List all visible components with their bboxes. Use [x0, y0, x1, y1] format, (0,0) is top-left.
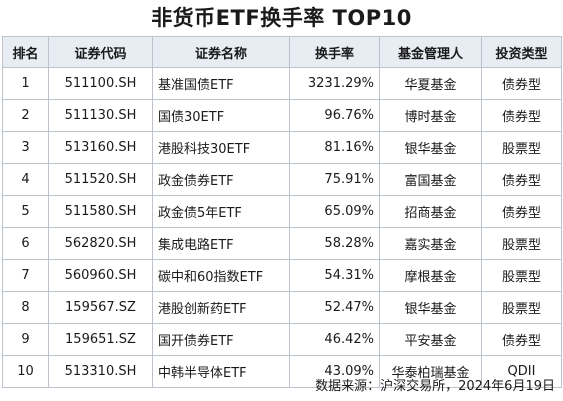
etf-turnover-table: 排名 证券代码 证券名称 换手率 基金管理人 投资类型 1 511100.SH … — [2, 36, 562, 388]
table-row: 5 511580.SH 政金债5年ETF 65.09% 招商基金 债券型 — [2, 195, 562, 228]
cell-manager: 嘉实基金 — [379, 227, 482, 260]
cell-code: 562820.SH — [48, 227, 153, 260]
table-row: 1 511100.SH 基准国债ETF 3231.29% 华夏基金 债券型 — [2, 67, 562, 100]
cell-turnover: 58.28% — [289, 227, 380, 260]
header-name: 证券名称 — [152, 36, 290, 68]
cell-rank: 3 — [2, 131, 49, 164]
cell-type: 股票型 — [481, 291, 562, 324]
cell-manager: 富国基金 — [379, 163, 482, 196]
cell-type: 股票型 — [481, 131, 562, 164]
table-row: 3 513160.SH 港股科技30ETF 81.16% 银华基金 股票型 — [2, 131, 562, 164]
cell-type: QDII — [481, 355, 562, 388]
cell-type: 债券型 — [481, 99, 562, 132]
table-row: 6 562820.SH 集成电路ETF 58.28% 嘉实基金 股票型 — [2, 227, 562, 260]
header-rank: 排名 — [2, 36, 49, 68]
cell-name: 集成电路ETF — [152, 227, 290, 260]
cell-type: 债券型 — [481, 195, 562, 228]
cell-type: 债券型 — [481, 163, 562, 196]
cell-turnover: 3231.29% — [289, 67, 380, 100]
data-source-note: 数据来源：沪深交易所，2024年6月19日 — [315, 379, 555, 394]
cell-name: 国开债券ETF — [152, 323, 290, 356]
cell-code: 159567.SZ — [48, 291, 153, 324]
cell-rank: 9 — [2, 323, 49, 356]
cell-manager: 招商基金 — [379, 195, 482, 228]
cell-name: 港股创新药ETF — [152, 291, 290, 324]
cell-code: 560960.SH — [48, 259, 153, 292]
table-header-row: 排名 证券代码 证券名称 换手率 基金管理人 投资类型 — [2, 36, 562, 68]
cell-manager: 银华基金 — [379, 291, 482, 324]
cell-turnover: 81.16% — [289, 131, 380, 164]
table-row: 7 560960.SH 碳中和60指数ETF 54.31% 摩根基金 股票型 — [2, 259, 562, 292]
cell-name: 国债30ETF — [152, 99, 290, 132]
cell-type: 股票型 — [481, 259, 562, 292]
cell-rank: 6 — [2, 227, 49, 260]
cell-turnover: 54.31% — [289, 259, 380, 292]
cell-name: 港股科技30ETF — [152, 131, 290, 164]
cell-name: 中韩半导体ETF — [152, 355, 290, 388]
cell-rank: 7 — [2, 259, 49, 292]
cell-manager: 摩根基金 — [379, 259, 482, 292]
cell-manager: 博时基金 — [379, 99, 482, 132]
table-row: 8 159567.SZ 港股创新药ETF 52.47% 银华基金 股票型 — [2, 291, 562, 324]
cell-manager: 银华基金 — [379, 131, 482, 164]
cell-turnover: 75.91% — [289, 163, 380, 196]
cell-type: 股票型 — [481, 227, 562, 260]
page-title: 非货币ETF换手率 TOP10 — [151, 6, 412, 30]
cell-rank: 4 — [2, 163, 49, 196]
table-row: 4 511520.SH 政金债券ETF 75.91% 富国基金 债券型 — [2, 163, 562, 196]
cell-turnover: 65.09% — [289, 195, 380, 228]
cell-rank: 1 — [2, 67, 49, 100]
cell-turnover: 52.47% — [289, 291, 380, 324]
cell-code: 159651.SZ — [48, 323, 153, 356]
cell-manager: 平安基金 — [379, 323, 482, 356]
cell-code: 511580.SH — [48, 195, 153, 228]
cell-manager: 华夏基金 — [379, 67, 482, 100]
cell-name: 基准国债ETF — [152, 67, 290, 100]
header-code: 证券代码 — [48, 36, 153, 68]
header-turnover: 换手率 — [289, 36, 380, 68]
cell-name: 政金债券ETF — [152, 163, 290, 196]
cell-turnover: 46.42% — [289, 323, 380, 356]
cell-name: 碳中和60指数ETF — [152, 259, 290, 292]
cell-rank: 5 — [2, 195, 49, 228]
cell-rank: 8 — [2, 291, 49, 324]
cell-type: 债券型 — [481, 323, 562, 356]
cell-type: 债券型 — [481, 67, 562, 100]
header-type: 投资类型 — [481, 36, 562, 68]
header-manager: 基金管理人 — [379, 36, 482, 68]
cell-code: 511130.SH — [48, 99, 153, 132]
cell-code: 511520.SH — [48, 163, 153, 196]
cell-rank: 2 — [2, 99, 49, 132]
table-row: 10 513310.SH 中韩半导体ETF 43.09% 华泰柏瑞基金 QDII — [2, 355, 562, 388]
cell-turnover: 96.76% — [289, 99, 380, 132]
cell-name: 政金债5年ETF — [152, 195, 290, 228]
table-row: 2 511130.SH 国债30ETF 96.76% 博时基金 债券型 — [2, 99, 562, 132]
cell-rank: 10 — [2, 355, 49, 388]
cell-code: 513160.SH — [48, 131, 153, 164]
cell-turnover: 43.09% — [289, 355, 380, 388]
cell-code: 511100.SH — [48, 67, 153, 100]
cell-code: 513310.SH — [48, 355, 153, 388]
table-row: 9 159651.SZ 国开债券ETF 46.42% 平安基金 债券型 — [2, 323, 562, 356]
